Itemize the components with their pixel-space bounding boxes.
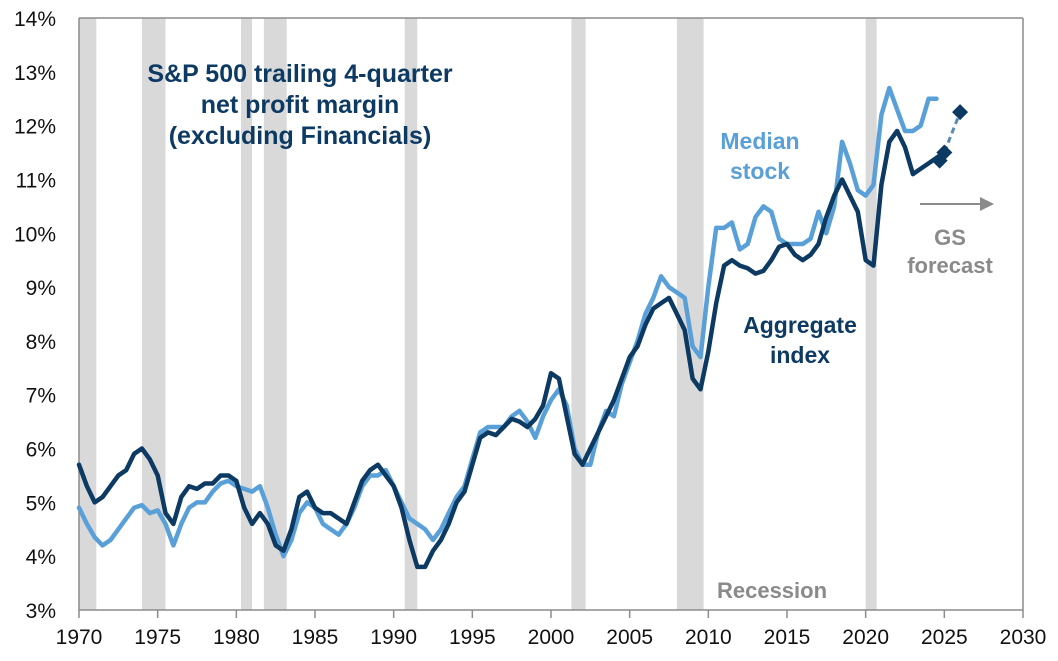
y-tick-label: 14% (14, 8, 56, 31)
x-tick-label: 2020 (842, 626, 889, 649)
recession-band (865, 18, 877, 610)
aggregate-index-label-line-1: Aggregate (743, 312, 857, 338)
gs-forecast-label-line-1: GS (934, 225, 966, 250)
recession-band (241, 18, 253, 610)
y-tick-label: 8% (26, 331, 56, 354)
x-tick-label: 2000 (528, 626, 575, 649)
recession-band (141, 18, 166, 610)
recession-bands (79, 18, 877, 610)
series-lines (76, 85, 947, 570)
recession-band (79, 18, 97, 610)
aggregate-index-label-line-2: index (770, 342, 830, 368)
chart-title-line-1: S&P 500 trailing 4-quarter (147, 60, 452, 88)
recession-label: Recession (717, 578, 827, 603)
y-tick-label: 6% (26, 439, 56, 462)
chart-title-line-2: net profit margin (201, 91, 400, 119)
recession-band (404, 18, 418, 610)
recession-band (571, 18, 586, 610)
y-tick-label: 10% (14, 223, 56, 246)
x-tick-label: 1980 (213, 626, 260, 649)
x-tick-label: 2025 (921, 626, 968, 649)
x-tick-label: 1995 (449, 626, 496, 649)
y-axis-ticks: 3% 4% 5% 6% 7% 8% 9% 10% 11% 12% 13% 14% (14, 8, 56, 623)
y-tick-label: 11% (16, 169, 56, 192)
y-tick-label: 13% (14, 62, 56, 85)
x-tick-label: 1975 (134, 626, 181, 649)
forecast-markers (931, 104, 969, 169)
y-tick-label: 9% (26, 277, 56, 300)
recession-band (263, 18, 287, 610)
chart-title-line-3: (excluding Financials) (169, 122, 432, 150)
forecast-diamond-marker (936, 144, 953, 161)
x-tick-label: 2005 (606, 626, 653, 649)
x-tick-label: 2015 (764, 626, 811, 649)
x-tick-label: 2030 (1000, 626, 1047, 649)
median-stock-label-line-1: Median (720, 128, 799, 154)
gs-forecast-label-line-2: forecast (907, 253, 993, 278)
median-stock-label-line-2: stock (730, 158, 790, 184)
forecast-arrow-head-icon (980, 197, 994, 211)
recession-band (676, 18, 704, 610)
aggregate-index-line (76, 128, 947, 570)
x-tick-label: 1970 (56, 626, 103, 649)
y-tick-label: 7% (26, 385, 56, 408)
x-tick-label: 1990 (370, 626, 417, 649)
y-tick-label: 12% (14, 116, 56, 139)
x-tick-label: 2010 (685, 626, 732, 649)
x-tick-label: 1985 (292, 626, 339, 649)
x-axis-ticks: 1970 1975 1980 1985 1990 1995 2000 2005 2010 2015… (56, 610, 1047, 649)
y-tick-label: 4% (26, 546, 56, 569)
y-tick-label: 5% (26, 492, 56, 515)
y-tick-label: 3% (26, 600, 56, 623)
forecast-diamond-marker (952, 104, 969, 121)
